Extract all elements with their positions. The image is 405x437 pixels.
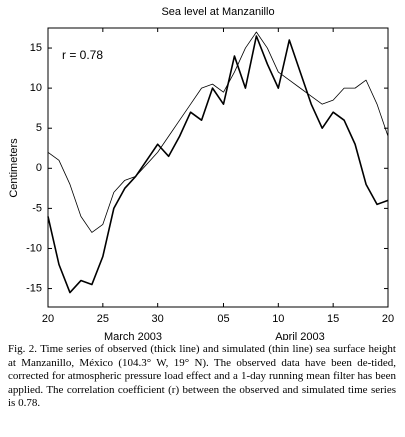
x-tick-label: 20 [382, 313, 394, 325]
caption: Fig. 2. Time series of observed (thick l… [8, 343, 396, 409]
y-tick-label: 5 [36, 122, 42, 134]
x-tick-label: 05 [217, 313, 229, 325]
x-tick-label: 10 [272, 313, 284, 325]
y-tick-label: 15 [30, 42, 42, 54]
chart: Sea level at Manzanillo Centimeters r = … [8, 6, 394, 340]
x-tick-label: 20 [42, 313, 54, 325]
series-line [47, 35, 389, 294]
x-tick-label: 25 [97, 313, 109, 325]
y-tick-label: -10 [26, 242, 42, 254]
x-tick-label: 15 [327, 313, 339, 325]
y-tick-label: -5 [32, 202, 42, 214]
annotation: April 2003 [275, 331, 325, 340]
x-tick-label: 30 [152, 313, 164, 325]
chart-title: Sea level at Manzanillo [161, 6, 274, 18]
series-line [47, 31, 389, 233]
y-tick-label: 10 [30, 82, 42, 94]
annotation: r = 0.78 [62, 48, 103, 62]
y-tick-label: 0 [36, 162, 42, 174]
y-axis-label: Centimeters [8, 138, 20, 198]
y-tick-label: -15 [26, 282, 42, 294]
annotation: March 2003 [104, 331, 162, 340]
plot-frame [47, 27, 389, 308]
